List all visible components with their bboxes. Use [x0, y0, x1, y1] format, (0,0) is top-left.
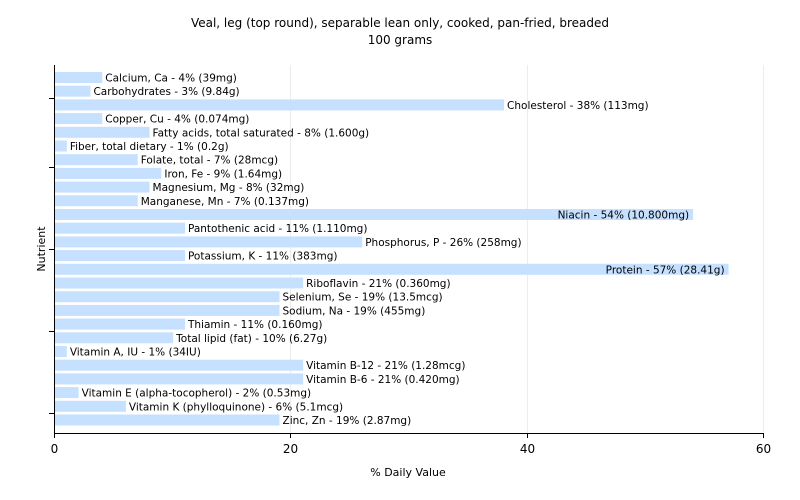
bar-label: Vitamin B-6 - 21% (0.420mg) [306, 374, 460, 386]
bar-label: Protein - 57% (28.41g) [606, 264, 725, 276]
bar [55, 181, 150, 193]
bar [55, 126, 150, 138]
bar-label: Manganese, Mn - 7% (0.137mg) [141, 196, 309, 208]
bar-label: Calcium, Ca - 4% (39mg) [105, 73, 237, 85]
bar-label: Potassium, K - 11% (383mg) [188, 251, 338, 263]
bar-label: Sodium, Na - 19% (455mg) [283, 305, 426, 317]
bar [55, 346, 67, 357]
bar-label: Vitamin B-12 - 21% (1.28mcg) [306, 360, 465, 372]
chart-subtitle: 100 grams [368, 33, 433, 47]
bar [55, 263, 729, 275]
bar [55, 332, 174, 344]
bar-label: Vitamin E (alpha-tocopherol) - 2% (0.53m… [82, 388, 312, 400]
bar [55, 359, 304, 371]
chart-title: Veal, leg (top round), separable lean on… [191, 16, 609, 30]
bar [55, 113, 103, 125]
bar [55, 195, 138, 207]
bar [55, 140, 67, 152]
bar-label: Fatty acids, total saturated - 8% (1.600… [153, 127, 370, 139]
bar-label: Vitamin A, IU - 1% (34IU) [70, 347, 201, 359]
x-tick-label: 60 [756, 442, 771, 456]
bar [55, 209, 694, 220]
bar [55, 291, 280, 303]
bar [55, 85, 91, 97]
bars [55, 72, 729, 426]
x-tick-label: 20 [283, 442, 298, 456]
bar [55, 373, 304, 385]
bar-label: Copper, Cu - 4% (0.074mg) [105, 114, 249, 126]
bar [55, 99, 505, 111]
bar-label: Carbohydrates - 3% (9.84g) [93, 86, 239, 98]
bar-label: Zinc, Zn - 19% (2.87mg) [283, 415, 412, 427]
bar [55, 277, 304, 289]
bar-label: Folate, total - 7% (28mcg) [141, 155, 278, 167]
bar-label: Pantothenic acid - 11% (1.110mg) [188, 223, 367, 235]
bar [55, 72, 103, 83]
bar [55, 167, 162, 179]
bar-label: Thiamin - 11% (0.160mg) [187, 319, 323, 331]
y-axis-label: Nutrient [35, 226, 48, 272]
bar-label: Iron, Fe - 9% (1.64mg) [164, 168, 282, 180]
bar [55, 304, 280, 316]
bar [55, 318, 185, 330]
bar-label: Magnesium, Mg - 8% (32mg) [153, 182, 305, 194]
bar [55, 236, 363, 248]
x-tick-label: 0 [51, 442, 59, 456]
bar [55, 222, 185, 234]
x-tick-label: 40 [520, 442, 535, 456]
bar-label: Selenium, Se - 19% (13.5mcg) [283, 292, 443, 304]
bar [55, 250, 185, 262]
bar-label: Vitamin K (phylloquinone) - 6% (5.1mcg) [129, 401, 343, 413]
bar-label: Riboflavin - 21% (0.360mg) [306, 278, 450, 290]
bar [55, 387, 79, 399]
x-axis-label: % Daily Value [370, 466, 446, 479]
bar-label: Cholesterol - 38% (113mg) [507, 100, 649, 112]
bar-labels: Calcium, Ca - 4% (39mg)Carbohydrates - 3… [70, 73, 725, 428]
y-axis-ticks [49, 98, 54, 414]
bar-label: Fiber, total dietary - 1% (0.2g) [70, 141, 229, 153]
bar [55, 400, 126, 412]
x-axis-ticks: 0 20 40 60 [51, 433, 771, 456]
bar-label: Niacin - 54% (10.800mg) [558, 210, 690, 222]
bar [55, 414, 280, 426]
bar-label: Phosphorus, P - 26% (258mg) [365, 237, 521, 249]
bar [55, 154, 138, 166]
bar-label: Total lipid (fat) - 10% (6.27g) [175, 333, 327, 345]
grid-lines [290, 65, 764, 433]
